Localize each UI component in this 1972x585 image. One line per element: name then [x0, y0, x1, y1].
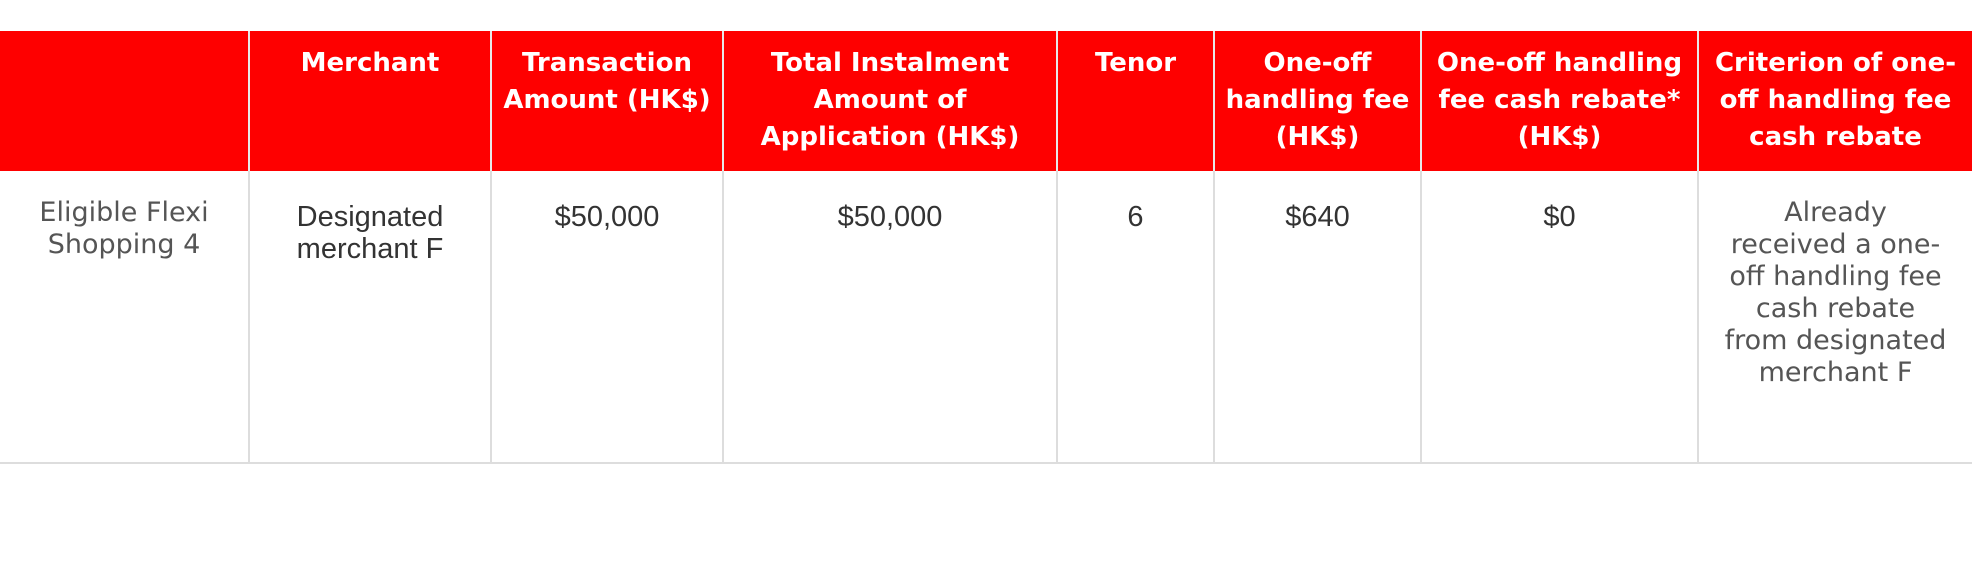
cell-tenor: 6	[1056, 171, 1214, 464]
cell-cash-rebate: $0	[1420, 171, 1698, 464]
header-transaction-amount: Transaction Amount (HK$)	[490, 31, 723, 171]
header-tenor: Tenor	[1056, 31, 1214, 171]
cell-row-label: Eligible Flexi Shopping 4	[0, 171, 249, 464]
header-rebate-criterion: Criterion of one-off handling fee cash r…	[1697, 31, 1972, 171]
cell-handling-fee: $640	[1213, 171, 1421, 464]
cell-transaction-amount: $50,000	[490, 171, 723, 464]
header-blank	[0, 31, 249, 171]
header-merchant: Merchant	[248, 31, 491, 171]
flexi-shopping-table: Merchant Transaction Amount (HK$) Total …	[0, 31, 1972, 464]
cell-total-instalment-amount: $50,000	[722, 171, 1057, 464]
header-cash-rebate: One-off handling fee cash rebate* (HK$)	[1420, 31, 1698, 171]
header-total-instalment-amount: Total Instalment Amount of Application (…	[722, 31, 1057, 171]
cell-merchant: Designated merchant F	[248, 171, 491, 464]
table-header-row: Merchant Transaction Amount (HK$) Total …	[0, 31, 1972, 171]
table-row: Eligible Flexi Shopping 4 Designated mer…	[0, 171, 1972, 464]
header-handling-fee: One-off handling fee (HK$)	[1213, 31, 1421, 171]
cell-rebate-criterion: Already received a one-off handling fee …	[1697, 171, 1972, 464]
